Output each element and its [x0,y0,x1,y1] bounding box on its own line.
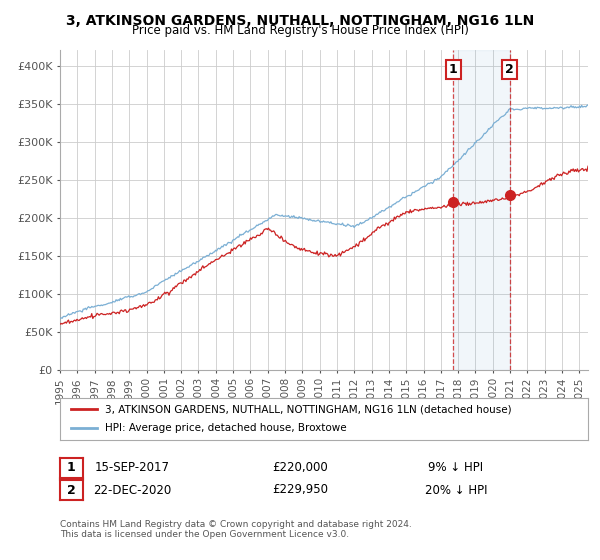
Text: 20% ↓ HPI: 20% ↓ HPI [425,483,487,497]
Text: 1: 1 [449,63,458,76]
Text: Contains HM Land Registry data © Crown copyright and database right 2024.
This d: Contains HM Land Registry data © Crown c… [60,520,412,539]
Text: £229,950: £229,950 [272,483,328,497]
Text: 2: 2 [505,63,514,76]
Text: 15-SEP-2017: 15-SEP-2017 [95,461,170,474]
Text: Price paid vs. HM Land Registry's House Price Index (HPI): Price paid vs. HM Land Registry's House … [131,24,469,37]
Text: 22-DEC-2020: 22-DEC-2020 [93,483,171,497]
Text: HPI: Average price, detached house, Broxtowe: HPI: Average price, detached house, Brox… [105,423,347,433]
Text: 3, ATKINSON GARDENS, NUTHALL, NOTTINGHAM, NG16 1LN (detached house): 3, ATKINSON GARDENS, NUTHALL, NOTTINGHAM… [105,404,512,414]
Text: 3, ATKINSON GARDENS, NUTHALL, NOTTINGHAM, NG16 1LN: 3, ATKINSON GARDENS, NUTHALL, NOTTINGHAM… [66,14,534,28]
Text: 2: 2 [67,483,76,497]
Text: £220,000: £220,000 [272,461,328,474]
Text: 9% ↓ HPI: 9% ↓ HPI [428,461,484,474]
Bar [453,50,510,370]
Text: 1: 1 [67,461,76,474]
